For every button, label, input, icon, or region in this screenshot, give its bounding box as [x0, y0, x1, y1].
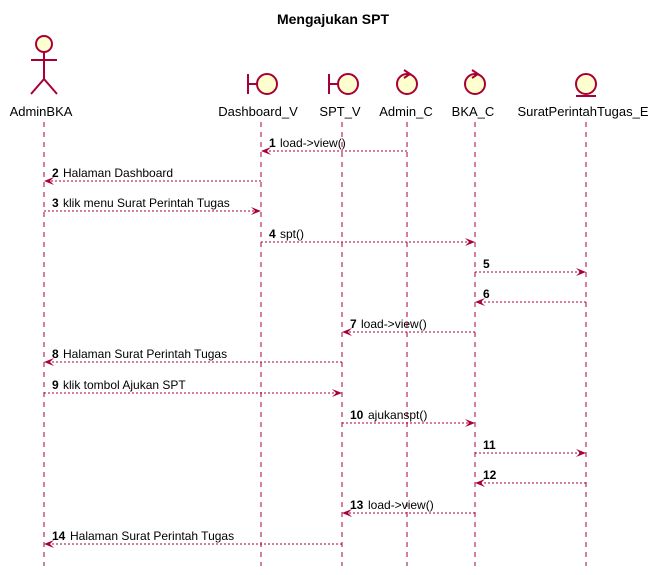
participant-label-spt_v: SPT_V: [319, 104, 361, 119]
control-icon: [464, 69, 486, 95]
message-7: 7 load->view(): [342, 317, 475, 336]
arrow-head: [342, 328, 352, 336]
message-2: 2 Halaman Dashboard: [44, 166, 261, 185]
arrow-head: [475, 298, 485, 306]
arrow-head: [576, 449, 586, 457]
message-10: 10 ajukanspt(): [342, 408, 475, 427]
message-label: load->view(): [280, 136, 346, 150]
arrow-head: [465, 238, 475, 246]
arrow-head: [44, 358, 54, 366]
message-label: load->view(): [361, 317, 427, 331]
message-5: 5: [475, 257, 586, 276]
participant-label-bka_c: BKA_C: [452, 104, 495, 119]
arrow-head: [465, 419, 475, 427]
message-8: 8 Halaman Surat Perintah Tugas: [44, 347, 342, 366]
message-number: 6: [483, 287, 490, 301]
message-number: 14: [52, 529, 66, 543]
messages: 1 load->view() 2 Halaman Dashboard 3 klik men…: [44, 136, 586, 548]
message-number: 12: [483, 468, 497, 482]
arrow-head: [251, 207, 261, 215]
lifelines: [43, 122, 587, 566]
message-number: 11: [483, 438, 496, 452]
arrow-head: [44, 540, 54, 548]
arrow-head: [475, 479, 485, 487]
message-number: 1: [269, 136, 276, 150]
participants: AdminBKA Dashboard_V SPT_V Admin_C BKA_C Sura…: [10, 35, 649, 119]
actor-icon: [30, 35, 58, 95]
message-number: 10: [350, 408, 364, 422]
arrow-head: [261, 147, 271, 155]
message-4: 4 spt(): [261, 227, 475, 246]
participant-label-admin_c: Admin_C: [379, 104, 432, 119]
participant-label-dashboard_v: Dashboard_V: [218, 104, 298, 119]
arrow-head: [576, 268, 586, 276]
control-icon: [396, 69, 418, 95]
message-label: spt(): [280, 227, 304, 241]
message-13: 13 load->view(): [342, 498, 475, 517]
message-6: 6: [475, 287, 586, 306]
message-label: klik tombol Ajukan SPT: [63, 378, 186, 392]
message-9: 9 klik tombol Ajukan SPT: [44, 378, 342, 397]
message-number: 13: [350, 498, 364, 512]
arrow-head: [44, 177, 54, 185]
participant-label-suratperintahtugas_e: SuratPerintahTugas_E: [517, 104, 648, 119]
message-12: 12: [475, 468, 586, 487]
message-label: ajukanspt(): [368, 408, 427, 422]
message-label: klik menu Surat Perintah Tugas: [63, 196, 230, 210]
message-number: 5: [483, 257, 490, 271]
message-number: 2: [52, 166, 59, 180]
message-1: 1 load->view(): [261, 136, 407, 155]
arrow-head: [342, 509, 352, 517]
message-3: 3 klik menu Surat Perintah Tugas: [44, 196, 261, 215]
boundary-icon: [247, 73, 278, 95]
message-number: 7: [350, 317, 357, 331]
message-label: Halaman Surat Perintah Tugas: [70, 529, 234, 543]
message-number: 9: [52, 378, 59, 392]
message-number: 4: [269, 227, 276, 241]
participant-label-adminbka: AdminBKA: [10, 104, 73, 119]
message-number: 8: [52, 347, 59, 361]
message-label: load->view(): [368, 498, 434, 512]
arrow-head: [332, 389, 342, 397]
message-11: 11: [475, 438, 586, 457]
boundary-icon: [328, 73, 359, 95]
message-label: Halaman Surat Perintah Tugas: [63, 347, 227, 361]
message-14: 14 Halaman Surat Perintah Tugas: [44, 529, 342, 548]
diagram-title: Mengajukan SPT: [277, 11, 389, 27]
message-number: 3: [52, 196, 59, 210]
entity-icon: [575, 73, 597, 97]
message-label: Halaman Dashboard: [63, 166, 173, 180]
